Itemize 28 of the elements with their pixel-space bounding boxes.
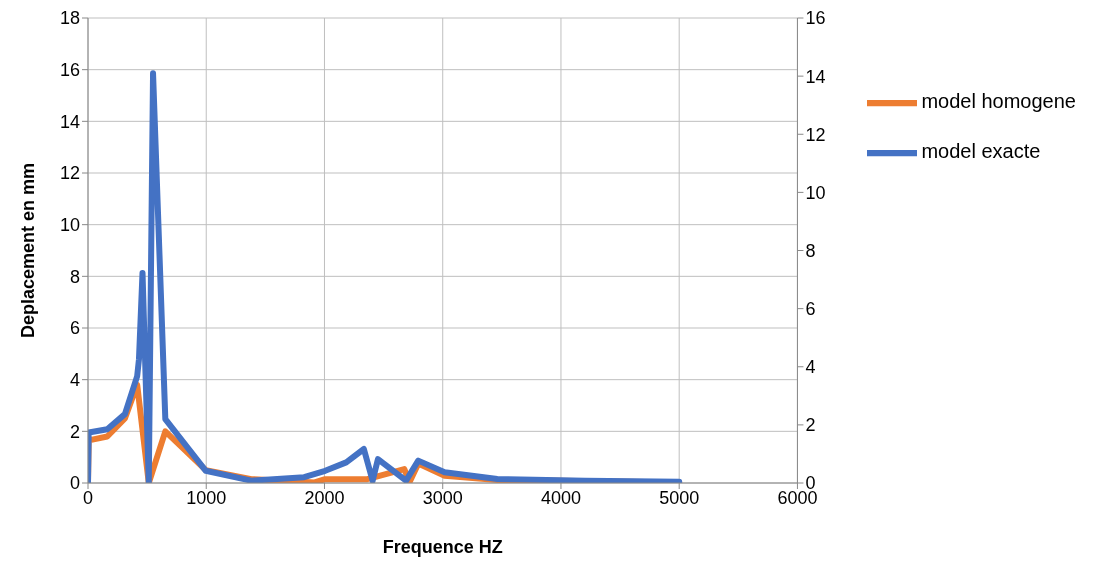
y-axis-title: Deplacement en mm: [18, 162, 39, 339]
y-tick-label: 4: [69, 370, 80, 391]
x-tick-label: 0: [82, 487, 94, 508]
x-axis-title: Frequence HZ: [382, 537, 503, 557]
y-tick-label: 10: [59, 215, 80, 236]
y-tick-label: 16: [59, 60, 80, 81]
x-tick-label: 4000: [540, 487, 581, 508]
y-tick-label: 2: [69, 421, 80, 442]
x-tick-label: 5000: [659, 487, 700, 508]
y-tick-label: 12: [59, 163, 80, 184]
y2-tick-label: 2: [805, 415, 816, 436]
y2-tick-label: 4: [805, 357, 816, 378]
y-tick-label: 8: [69, 266, 80, 287]
y-tick-label: 18: [59, 8, 80, 29]
y-tick-label: 6: [69, 318, 80, 339]
y-tick-label: 14: [59, 111, 80, 132]
y2-tick-label: 6: [805, 299, 816, 320]
legend-label: model exacte: [921, 140, 1041, 163]
y2-tick-label: 14: [805, 66, 826, 87]
y2-tick-label: 12: [805, 124, 826, 145]
x-tick-label: 3000: [422, 487, 463, 508]
y2-tick-label: 16: [805, 8, 826, 29]
x-tick-label: 1000: [186, 487, 227, 508]
x-tick-label: 2000: [304, 487, 345, 508]
y-tick-label: 0: [69, 473, 80, 494]
y2-tick-label: 10: [805, 182, 826, 203]
legend-label: model homogene: [921, 90, 1076, 113]
y2-tick-label: 8: [805, 240, 816, 261]
